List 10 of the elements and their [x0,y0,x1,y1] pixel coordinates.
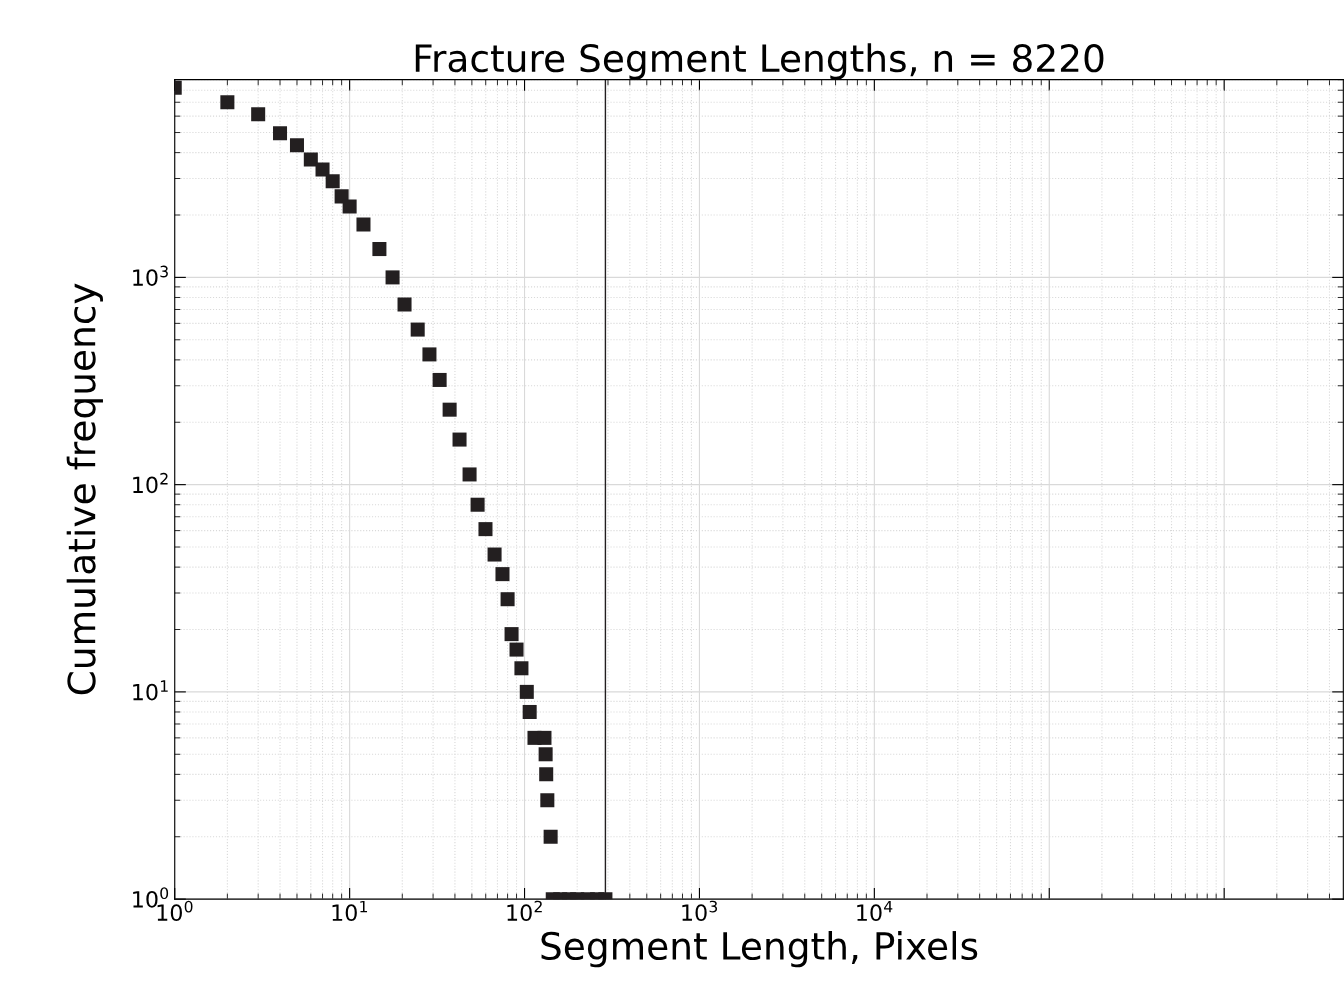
x-tick-label: 10$^{3}$ [682,900,718,922]
x-axis-title: Segment Length, Pixels [541,931,978,968]
x-tick-label: 10$^{2}$ [507,900,542,922]
x-tick-label: 10$^{4}$ [857,900,893,922]
chart-title: Fracture Segment Lengths, n = 8220 [415,43,1104,80]
y-tick-label: 10$^{3}$ [133,265,168,286]
y-tick-label: 10$^{2}$ [133,472,168,494]
y-tick-label: 10$^{1}$ [133,680,168,701]
x-tick-label: 10$^{1}$ [332,900,368,922]
y-axis-title: Cumulative frequency [66,283,103,695]
